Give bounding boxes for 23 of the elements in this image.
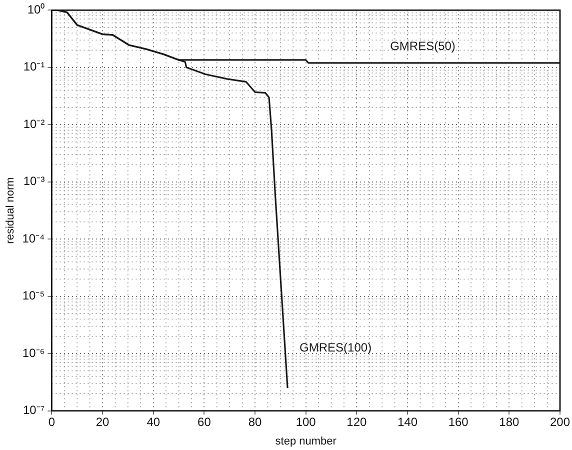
y-tick-label: 10⁻² <box>23 116 45 131</box>
y-tick-label: 10⁻³ <box>23 174 45 188</box>
x-tick-label: 200 <box>550 415 570 430</box>
x-tick-label: 180 <box>499 415 520 430</box>
y-tick-label: 10⁻¹ <box>23 60 45 74</box>
y-tick-label: 10⁻⁵ <box>22 288 45 303</box>
series-label: GMRES(100) <box>300 340 372 354</box>
y-tick-label: 10⁰ <box>27 2 45 17</box>
x-tick-label: 0 <box>48 415 56 430</box>
series-label: GMRES(50) <box>390 39 456 54</box>
x-tick-label: 140 <box>397 415 418 430</box>
y-axis-title: residual norm <box>4 177 17 244</box>
x-axis-title: step number <box>275 435 337 448</box>
x-tick-label: 40 <box>146 415 160 430</box>
y-tick-label: 10⁻⁶ <box>22 346 45 360</box>
y-tick-label: 10⁻⁴ <box>22 231 45 246</box>
x-tick-label: 120 <box>346 415 368 430</box>
x-tick-label: 160 <box>448 415 469 430</box>
y-tick-label: 10⁻⁷ <box>23 403 45 418</box>
x-tick-label: 60 <box>198 415 212 430</box>
x-tick-label: 80 <box>248 415 262 430</box>
x-tick-label: 100 <box>296 415 316 430</box>
x-tick-label: 20 <box>96 415 110 430</box>
